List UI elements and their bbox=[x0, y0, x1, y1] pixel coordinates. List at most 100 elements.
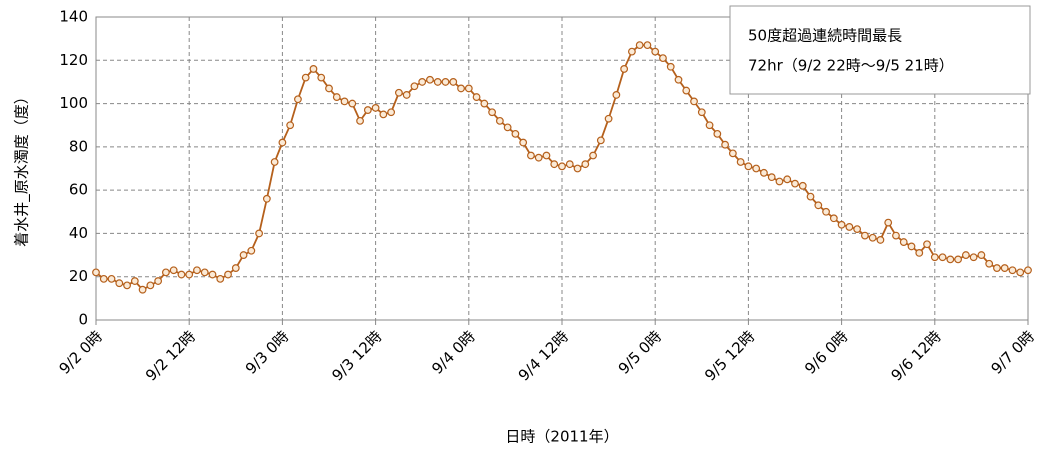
data-point bbox=[977, 251, 986, 259]
data-point bbox=[325, 84, 333, 93]
data-point bbox=[837, 220, 846, 229]
data-point bbox=[760, 168, 768, 177]
x-tick-label: 9/2 0時 bbox=[55, 327, 106, 378]
data-point bbox=[558, 162, 566, 171]
data-point bbox=[651, 47, 660, 56]
data-point bbox=[604, 114, 613, 123]
data-point bbox=[488, 108, 497, 117]
data-point bbox=[457, 84, 465, 93]
data-point bbox=[892, 231, 900, 240]
data-point bbox=[596, 136, 605, 145]
data-point bbox=[464, 84, 473, 93]
data-point bbox=[791, 179, 799, 188]
x-tick-label: 9/4 0時 bbox=[428, 327, 479, 378]
data-point bbox=[581, 160, 590, 169]
x-tick-label: 9/3 0時 bbox=[242, 327, 293, 378]
data-point bbox=[356, 116, 364, 125]
data-point bbox=[736, 158, 745, 166]
y-tick-label: 20 bbox=[69, 267, 88, 285]
data-point bbox=[1000, 264, 1009, 272]
data-point bbox=[495, 116, 504, 125]
data-point bbox=[208, 270, 217, 279]
data-point bbox=[177, 270, 186, 279]
data-point bbox=[348, 99, 357, 108]
data-point bbox=[752, 164, 761, 173]
data-point bbox=[154, 277, 163, 285]
data-point bbox=[363, 106, 372, 114]
data-point bbox=[410, 82, 419, 91]
data-point bbox=[876, 236, 885, 244]
data-point bbox=[690, 97, 698, 106]
data-point bbox=[783, 175, 792, 184]
data-point bbox=[138, 285, 147, 294]
data-point bbox=[511, 129, 520, 138]
data-point bbox=[301, 73, 310, 82]
y-tick-label: 100 bbox=[59, 94, 88, 112]
data-point bbox=[247, 246, 256, 255]
x-tick-label: 9/6 0時 bbox=[801, 327, 852, 378]
data-point bbox=[954, 255, 962, 264]
data-point bbox=[775, 177, 784, 186]
data-point bbox=[332, 93, 341, 101]
data-point bbox=[99, 274, 108, 283]
data-point bbox=[961, 251, 970, 259]
data-point bbox=[426, 75, 434, 84]
x-axis-title: 日時（2011年） bbox=[505, 428, 618, 446]
data-point bbox=[682, 86, 691, 95]
annotation-box bbox=[729, 5, 1031, 95]
data-point bbox=[317, 73, 326, 82]
data-point bbox=[286, 121, 295, 130]
data-point bbox=[503, 123, 512, 132]
data-point bbox=[231, 264, 240, 272]
y-tick-label: 0 bbox=[78, 311, 88, 329]
x-tick-label: 9/3 12時 bbox=[328, 327, 385, 384]
data-point bbox=[806, 192, 815, 201]
data-point bbox=[550, 160, 559, 169]
data-point bbox=[899, 238, 908, 246]
data-point bbox=[930, 253, 939, 262]
data-point bbox=[387, 108, 396, 117]
data-point bbox=[255, 229, 264, 238]
data-point bbox=[589, 151, 597, 160]
data-point bbox=[659, 54, 667, 63]
data-point bbox=[216, 274, 225, 283]
data-point bbox=[379, 110, 388, 119]
data-point bbox=[449, 78, 458, 86]
data-point bbox=[262, 194, 271, 203]
data-point bbox=[395, 88, 403, 97]
data-point bbox=[643, 41, 652, 50]
y-tick-label: 80 bbox=[69, 137, 88, 155]
data-point bbox=[130, 277, 139, 285]
data-point bbox=[146, 281, 155, 290]
y-tick-label: 140 bbox=[59, 8, 88, 26]
y-tick-label: 120 bbox=[59, 51, 88, 69]
data-point bbox=[1016, 268, 1025, 277]
data-point bbox=[861, 231, 869, 240]
data-point bbox=[635, 41, 644, 50]
x-tick-label: 9/7 0時 bbox=[987, 327, 1038, 378]
data-point bbox=[1024, 266, 1032, 275]
data-point bbox=[993, 264, 1001, 272]
data-point bbox=[340, 97, 349, 106]
y-axis-title: 着水井_原水濁度（度） bbox=[13, 89, 32, 247]
data-point bbox=[270, 158, 279, 166]
data-point bbox=[239, 251, 248, 259]
data-point bbox=[822, 207, 830, 216]
data-point bbox=[224, 270, 232, 279]
data-point bbox=[829, 214, 838, 223]
data-point bbox=[969, 253, 978, 262]
data-point bbox=[721, 140, 729, 149]
data-point bbox=[612, 91, 621, 99]
data-point bbox=[713, 129, 722, 138]
data-point bbox=[185, 270, 194, 279]
data-point bbox=[915, 249, 924, 257]
data-point bbox=[542, 151, 551, 160]
data-point bbox=[744, 162, 753, 171]
data-point bbox=[845, 223, 854, 231]
data-point bbox=[705, 121, 714, 130]
data-point bbox=[674, 75, 683, 84]
data-point bbox=[92, 268, 100, 277]
data-point bbox=[620, 65, 629, 73]
data-point bbox=[853, 225, 862, 234]
